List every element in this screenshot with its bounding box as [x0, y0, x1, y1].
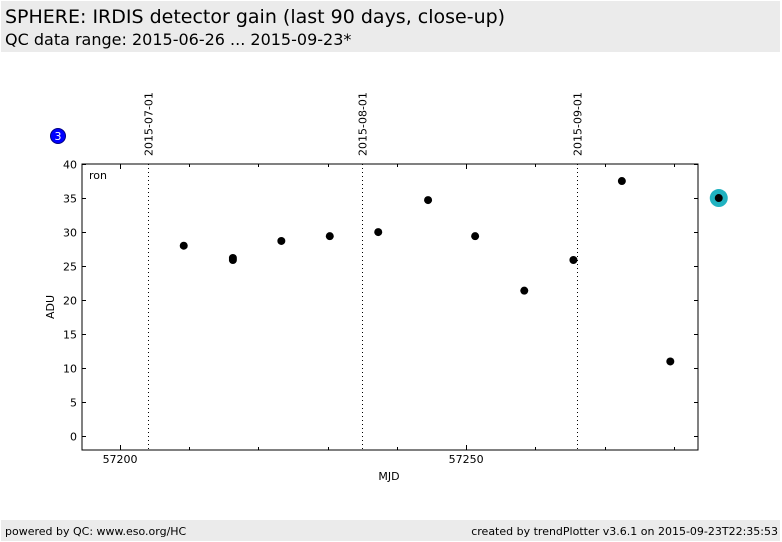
panel-label: ron: [89, 169, 107, 182]
y-tick-label: 30: [63, 227, 77, 240]
axis-ticks: 0 5 10 15 20 25 30 35 40 57200 57250: [63, 159, 698, 466]
plot-frame: [81, 163, 699, 451]
data-point: [520, 286, 529, 295]
footer-timestamp: created by trendPlotter v3.6.1 on 2015-0…: [471, 525, 778, 538]
y-tick-label: 0: [70, 431, 77, 444]
y-axis-label: ADU: [44, 295, 57, 319]
data-point: [374, 228, 383, 237]
data-point: [569, 256, 578, 265]
data-point: [471, 232, 480, 241]
data-point: [666, 357, 675, 366]
date-marker-label: 2015-09-01: [572, 92, 585, 156]
badge-label: 3: [55, 130, 62, 143]
y-tick-label: 25: [63, 261, 77, 274]
y-tick-label: 20: [63, 295, 77, 308]
data-point: [424, 196, 433, 205]
page-subtitle: QC data range: 2015-06-26 ... 2015-09-23…: [5, 30, 352, 49]
data-point: [179, 241, 188, 250]
count-badge[interactable]: 3: [50, 128, 66, 144]
footer-bar: powered by QC: www.eso.org/HC created by…: [1, 520, 780, 541]
footer-credit: powered by QC: www.eso.org/HC: [5, 525, 187, 538]
badge-circle[interactable]: [50, 128, 66, 144]
y-tick-label: 35: [63, 193, 77, 206]
date-marker-label: 2015-07-01: [143, 92, 156, 156]
data-point: [325, 232, 334, 241]
y-tick-label: 10: [63, 363, 77, 376]
x-tick-label: 57250: [449, 453, 484, 466]
y-tick-label: 5: [70, 397, 77, 410]
x-axis-label: MJD: [378, 470, 399, 483]
x-tick-label: 57200: [103, 453, 138, 466]
header-bar: SPHERE: IRDIS detector gain (last 90 day…: [1, 1, 780, 52]
date-marker-label: 2015-08-01: [357, 92, 370, 156]
date-markers: 2015-07-01 2015-08-01 2015-09-01: [143, 92, 585, 450]
data-point: [617, 177, 626, 186]
data-point: [714, 194, 723, 203]
y-tick-label: 40: [63, 159, 77, 172]
page-title: SPHERE: IRDIS detector gain (last 90 day…: [5, 6, 506, 28]
data-point: [277, 236, 286, 245]
y-tick-label: 15: [63, 329, 77, 342]
data-point: [228, 256, 237, 265]
data-points: [179, 177, 728, 366]
